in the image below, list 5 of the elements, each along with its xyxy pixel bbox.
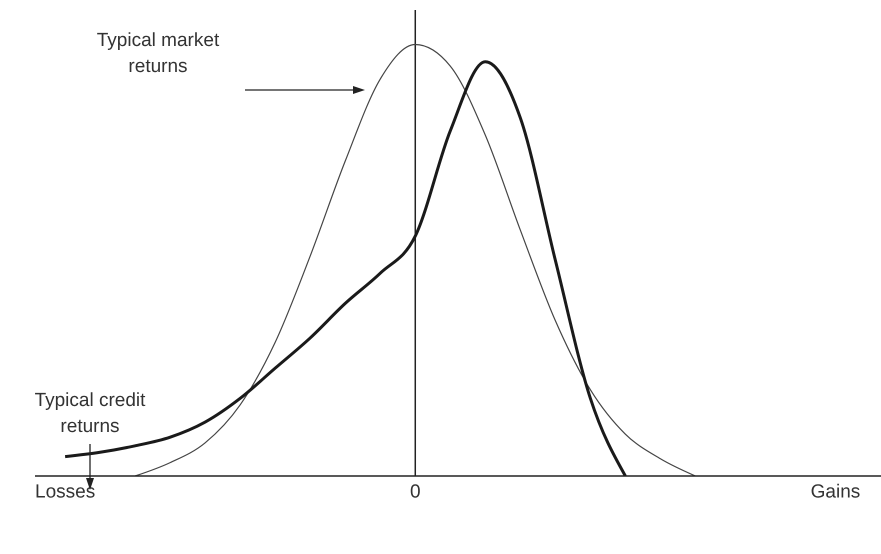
annotation: Typical credit returns bbox=[34, 389, 146, 439]
x-tick-label: Gains bbox=[810, 481, 860, 502]
x-tick-label: 0 bbox=[410, 481, 421, 502]
annotation: Typical market returns bbox=[96, 29, 220, 79]
x-tick-label: Losses bbox=[35, 481, 96, 502]
